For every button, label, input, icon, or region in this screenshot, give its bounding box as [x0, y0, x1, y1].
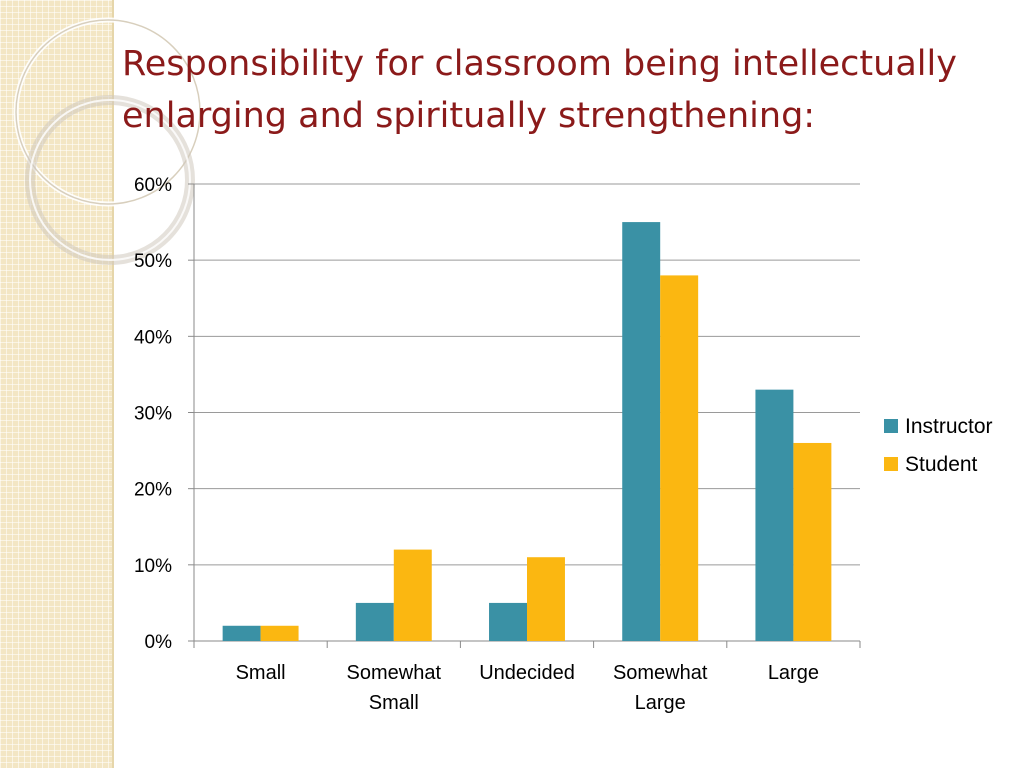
category-label: Large: [768, 662, 819, 684]
bar-student: [393, 549, 432, 641]
category-label: Small: [236, 662, 286, 684]
y-tick-label: 0%: [145, 632, 173, 653]
legend: Instructor Student: [884, 415, 993, 476]
category-label: Somewhat: [613, 662, 708, 684]
category-label: Small: [369, 692, 419, 714]
category-label: Undecided: [479, 662, 575, 684]
legend-label-student: Student: [905, 453, 978, 476]
bar-student: [793, 442, 832, 641]
bar-instructor: [755, 389, 794, 641]
y-tick-labels: 0% 10% 20% 30% 40% 50% 60%: [134, 175, 172, 653]
category-label: Large: [635, 692, 686, 714]
bar-student: [527, 557, 565, 641]
y-tick-label: 30%: [134, 404, 172, 425]
y-tick-label: 60%: [134, 175, 172, 196]
bar-instructor: [622, 222, 661, 642]
y-tick-label: 40%: [134, 327, 172, 348]
bar-student: [260, 625, 299, 641]
category-label: Somewhat: [347, 662, 442, 684]
slide-title: Responsibility for classroom being intel…: [122, 38, 1012, 142]
bars: [222, 222, 832, 642]
y-tick-label: 10%: [134, 556, 172, 577]
bar-student: [660, 275, 699, 641]
decorative-circles: [13, 17, 203, 265]
slide-title-line-1: Responsibility for classroom being intel…: [122, 44, 957, 84]
y-tick-label: 20%: [134, 480, 172, 501]
legend-label-instructor: Instructor: [905, 415, 993, 438]
y-tick-label: 50%: [134, 251, 172, 272]
legend-swatch-student: [884, 457, 898, 471]
bar-instructor: [355, 602, 394, 641]
bar-instructor: [489, 602, 527, 641]
bar-instructor: [222, 625, 261, 641]
slide-title-line-2: enlarging and spiritually strengthening:: [122, 96, 816, 136]
category-labels: Small Somewhat Small Undecided Somewhat Large…: [236, 662, 819, 714]
legend-swatch-instructor: [884, 419, 898, 433]
